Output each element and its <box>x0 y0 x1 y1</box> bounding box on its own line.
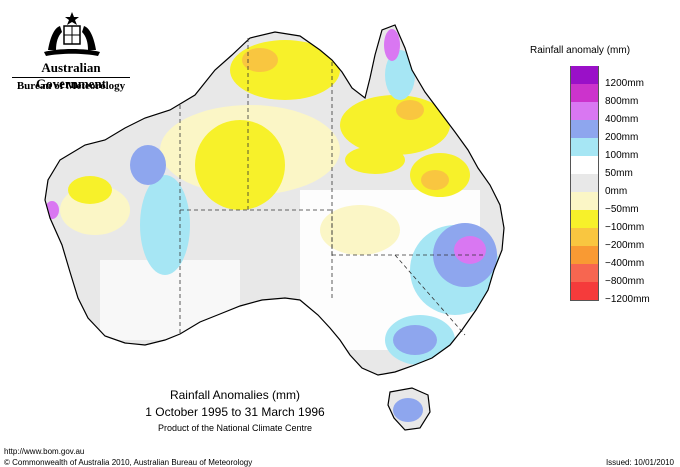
issued-date: Issued: 10/01/2010 <box>605 458 674 467</box>
legend-swatch <box>570 102 599 120</box>
map-title: Rainfall Anomalies (mm) <box>169 388 301 402</box>
anomaly-fill <box>45 25 504 430</box>
legend-swatch <box>570 228 599 246</box>
legend-swatch <box>570 174 599 192</box>
bureau-name: Bureau of Meteorology <box>16 80 126 92</box>
legend-title: Rainfall anomaly (mm) <box>530 45 631 56</box>
legend-bottom-rule <box>570 300 599 301</box>
legend-swatch <box>570 66 599 84</box>
legend-swatch <box>570 210 599 228</box>
legend-label: 400mm <box>605 114 639 125</box>
government-name: Australian Government <box>35 60 107 91</box>
legend-label: 0mm <box>605 186 628 197</box>
legend-label: −1200mm <box>605 294 650 305</box>
legend-swatch <box>570 84 599 102</box>
website-link[interactable]: http://www.bom.gov.au <box>4 447 85 456</box>
legend-swatch <box>570 192 599 210</box>
map-period: 1 October 1995 to 31 March 1996 <box>145 405 325 419</box>
legend-label: −100mm <box>605 222 645 233</box>
legend-label: 50mm <box>605 168 633 179</box>
legend-label: 1200mm <box>605 78 644 89</box>
mainland-coastline <box>44 24 505 376</box>
legend-label: −50mm <box>605 204 639 215</box>
legend-label: −800mm <box>605 276 645 287</box>
legend-swatch <box>570 282 599 300</box>
legend-swatch <box>570 138 599 156</box>
tasmania-coastline <box>387 387 431 431</box>
legend-label: −400mm <box>605 258 645 269</box>
copyright: © Commonwealth of Australia 2010, Austra… <box>4 458 253 467</box>
header-divider <box>12 77 130 78</box>
legend-swatch <box>570 156 599 174</box>
legend-label: 800mm <box>605 96 639 107</box>
legend-label: 200mm <box>605 132 639 143</box>
legend-swatch <box>570 264 599 282</box>
map-product: Product of the National Climate Centre <box>157 423 313 433</box>
coat-of-arms-icon <box>44 12 100 56</box>
legend-label: 100mm <box>605 150 639 161</box>
legend-label: −200mm <box>605 240 645 251</box>
legend-swatch <box>570 120 599 138</box>
legend-swatch <box>570 246 599 264</box>
state-borders <box>179 36 485 336</box>
